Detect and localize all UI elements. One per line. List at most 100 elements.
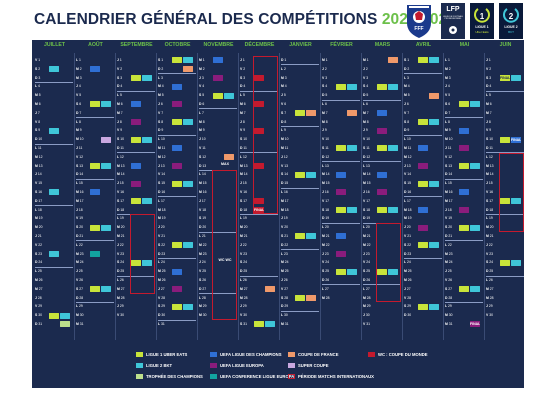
l2-event — [470, 163, 480, 169]
month-header-5: NOVEMBRE — [203, 42, 234, 48]
day-row: J 10 — [199, 137, 206, 142]
week-divider — [404, 196, 442, 198]
day-row: D 15 — [281, 181, 289, 186]
day-row: M 19 — [158, 216, 166, 221]
day-row: J 9 — [363, 128, 368, 133]
uecl-event — [90, 251, 100, 257]
day-row: D 16 — [404, 189, 412, 194]
day-row: V 16 — [240, 189, 247, 194]
l2-event — [49, 251, 59, 257]
legend-swatch-trophee — [136, 374, 143, 379]
day-row: J 22 — [486, 242, 493, 247]
l2-event — [347, 268, 357, 275]
november-wc-label: WC WC — [218, 258, 232, 263]
week-divider — [199, 108, 237, 110]
legend-label-l2: LIGUE 2 BKT — [146, 363, 173, 368]
day-row: L 3 — [158, 75, 163, 80]
l1-event — [418, 242, 428, 249]
l1-event — [336, 268, 346, 275]
day-row: J 25 — [76, 269, 83, 274]
wc-final-event: FINALE — [254, 207, 264, 213]
day-row: S 13 — [76, 163, 83, 168]
wc-event — [254, 75, 264, 81]
day-row: D 17 — [35, 198, 43, 203]
ucl-event — [336, 171, 346, 178]
day-row: D 11 — [117, 145, 124, 150]
day-row: V 25 — [199, 269, 206, 274]
l2-event — [511, 75, 521, 81]
day-row: M 16 — [199, 189, 207, 194]
week-divider — [363, 99, 401, 101]
day-row: M 22 — [199, 242, 207, 247]
l1-event — [418, 119, 428, 125]
day-row: L 31 — [158, 321, 165, 326]
day-row: L 5 — [240, 93, 245, 98]
day-row: M 16 — [76, 189, 84, 194]
day-row: M 26 — [35, 277, 43, 282]
day-row: V 24 — [363, 260, 370, 265]
day-row: D 26 — [363, 277, 371, 282]
day-row: M 2 — [199, 66, 205, 71]
fff-logo: FFF — [404, 3, 434, 39]
day-row: S 29 — [404, 304, 411, 309]
day-row: D 19 — [363, 216, 371, 221]
week-divider — [240, 152, 278, 154]
l1-event — [418, 57, 428, 64]
l1-event — [172, 57, 182, 64]
day-row: S 20 — [76, 225, 83, 230]
l1-event — [254, 321, 264, 328]
day-row: M 14 — [117, 172, 125, 177]
week-divider — [199, 293, 237, 295]
day-row: L 12 — [117, 154, 124, 159]
day-row: M 4 — [281, 84, 287, 89]
ucl-event — [459, 189, 469, 196]
day-row: V 16 — [486, 189, 493, 194]
day-row: S 26 — [199, 277, 206, 282]
day-row: M 21 — [486, 233, 494, 238]
day-row: J 7 — [35, 110, 40, 115]
day-row: D 23 — [158, 251, 166, 256]
day-row: V 30 — [486, 313, 493, 318]
fff-logo-text: FFF — [414, 26, 424, 32]
day-row: D 14 — [445, 172, 453, 177]
day-row: D 7 — [445, 110, 451, 115]
week-divider — [486, 90, 524, 92]
month-header-6: DÉCEMBRE — [244, 42, 275, 48]
day-row: M 2 — [445, 66, 451, 71]
day-row: D 3 — [35, 75, 41, 80]
month-separator — [443, 53, 444, 340]
day-row: V 4 — [199, 84, 205, 89]
week-divider — [322, 161, 360, 163]
day-row: S 30 — [35, 313, 42, 318]
day-row: L 4 — [35, 84, 40, 89]
legend-label-trophee: TROPHÉE DES CHAMPIONS — [146, 374, 203, 379]
l2-event — [388, 268, 398, 275]
day-row: M 1 — [199, 58, 205, 62]
day-row: J 15 — [486, 181, 493, 186]
l2-event — [142, 75, 152, 81]
day-row: M 28 — [363, 295, 371, 300]
l1-event — [131, 198, 141, 205]
day-row: S 17 — [486, 198, 493, 203]
day-row: D 5 — [363, 93, 369, 98]
day-row: D 23 — [404, 251, 412, 256]
l1-event — [131, 75, 141, 81]
week-divider — [445, 240, 483, 242]
week-divider — [486, 275, 524, 277]
day-row: M 27 — [240, 286, 248, 291]
week-divider — [35, 266, 73, 268]
day-row: L 20 — [322, 225, 329, 230]
day-row: M 23 — [76, 251, 84, 256]
day-row: L 26 — [117, 277, 124, 282]
day-row: V 10 — [322, 137, 329, 142]
day-row: L 13 — [322, 163, 329, 168]
ucl-final-event: FINALE — [511, 136, 521, 143]
l2-event — [183, 180, 193, 187]
month-separator — [484, 53, 485, 340]
l1-event — [459, 101, 469, 108]
day-row: J 11 — [445, 145, 452, 150]
ligue2-logo-sub: BKT — [508, 30, 514, 34]
lfp-logo-sub: LIGUE DE FOOTBALL PROFESSIONNEL — [442, 16, 464, 21]
day-row: V 26 — [76, 277, 83, 282]
day-row: L 3 — [404, 75, 409, 80]
